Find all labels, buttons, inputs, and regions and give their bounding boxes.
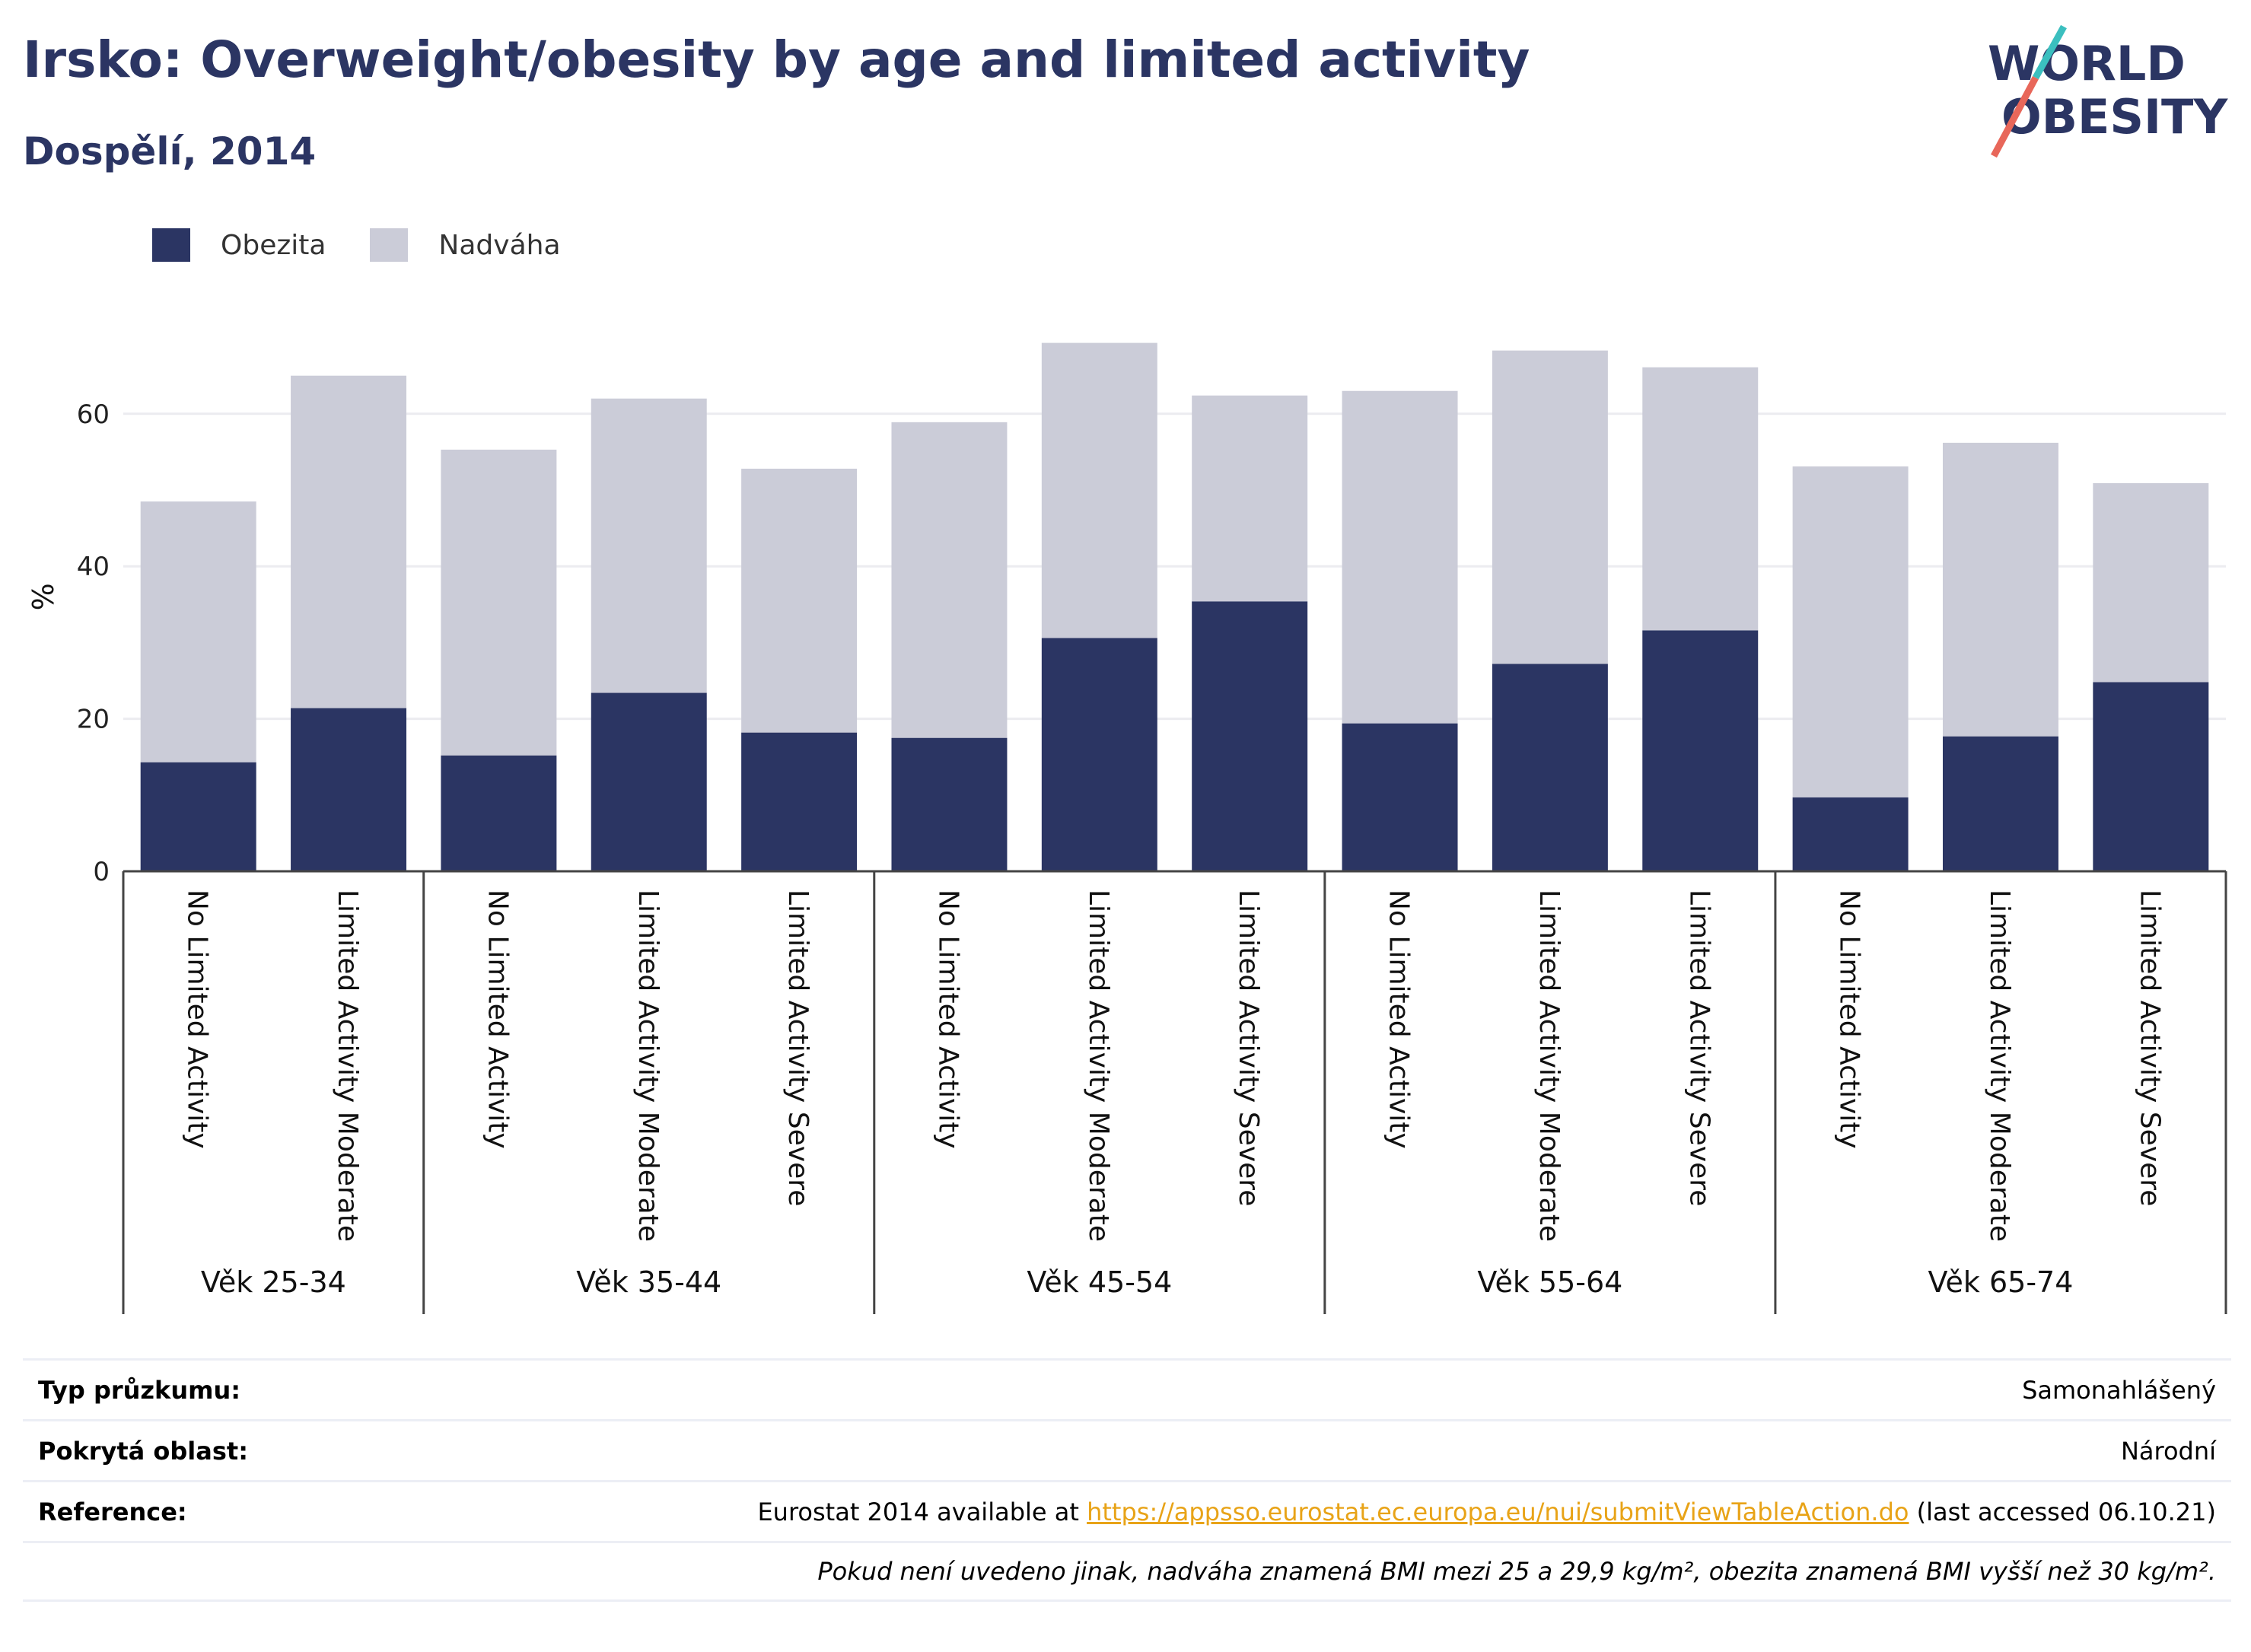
survey-type-value: Samonahlášený bbox=[2022, 1375, 2216, 1405]
bar-obezita bbox=[1192, 601, 1308, 871]
category-label: Limited Activity Severe bbox=[1683, 890, 1715, 1206]
bmi-note: Pokud není uvedeno jinak, nadváha znamen… bbox=[817, 1557, 2216, 1586]
bar-nadvaha bbox=[741, 468, 858, 733]
bar-obezita bbox=[441, 755, 557, 871]
legend: Obezita Nadváha bbox=[152, 228, 605, 262]
bar-nadvaha bbox=[2093, 482, 2209, 683]
y-tick-label: 60 bbox=[77, 399, 110, 430]
y-tick-label: 20 bbox=[77, 705, 110, 735]
group-label: Věk 45-54 bbox=[1027, 1265, 1172, 1299]
group-label: Věk 65-74 bbox=[1928, 1265, 2073, 1299]
y-axis-label: % bbox=[27, 583, 60, 610]
bar-obezita bbox=[1942, 736, 2058, 871]
category-label: No Limited Activity bbox=[182, 890, 213, 1149]
bar-nadvaha bbox=[1642, 367, 1759, 631]
bar-obezita bbox=[591, 692, 707, 871]
y-tick-label: 0 bbox=[93, 857, 110, 887]
category-label: Limited Activity Moderate bbox=[1984, 890, 2015, 1242]
legend-swatch-obezita bbox=[152, 228, 190, 262]
bar-nadvaha bbox=[1192, 395, 1308, 602]
bar-nadvaha bbox=[291, 375, 407, 708]
reference-label: Reference: bbox=[38, 1497, 187, 1526]
legend-label-obezita: Obezita bbox=[221, 229, 326, 261]
category-label: Limited Activity Moderate bbox=[1083, 890, 1114, 1242]
category-label: No Limited Activity bbox=[1383, 890, 1415, 1149]
bar-nadvaha bbox=[441, 449, 557, 756]
category-label: Limited Activity Moderate bbox=[332, 890, 363, 1242]
chart-subtitle: Dospělí, 2014 bbox=[23, 129, 317, 173]
bar-obezita bbox=[891, 737, 1008, 871]
bar-obezita bbox=[741, 732, 858, 871]
category-label: Limited Activity Moderate bbox=[1533, 890, 1565, 1242]
chart-title: Irsko: Overweight/obesity by age and lim… bbox=[23, 30, 1530, 89]
bar-nadvaha bbox=[591, 398, 707, 693]
bar-obezita bbox=[140, 762, 256, 871]
category-label: Limited Activity Moderate bbox=[632, 890, 664, 1242]
category-label: Limited Activity Severe bbox=[782, 890, 813, 1206]
bar-nadvaha bbox=[891, 422, 1008, 738]
bar-obezita bbox=[1642, 630, 1759, 871]
svg-text:OBESITY: OBESITY bbox=[2001, 89, 2228, 145]
bar-obezita bbox=[1792, 797, 1909, 871]
metadata-table: Typ průzkumu: Samonahlášený Pokrytá obla… bbox=[23, 1358, 2231, 1602]
meta-row-reference: Reference: Eurostat 2014 available at ht… bbox=[23, 1480, 2231, 1541]
bar-nadvaha bbox=[1342, 390, 1458, 724]
reference-value: Eurostat 2014 available at https://appss… bbox=[757, 1498, 2216, 1526]
category-label: No Limited Activity bbox=[932, 890, 963, 1149]
bar-obezita bbox=[2093, 682, 2209, 871]
bar-nadvaha bbox=[1492, 350, 1608, 664]
category-label: Limited Activity Severe bbox=[1233, 890, 1264, 1206]
y-tick-label: 40 bbox=[77, 552, 110, 582]
reference-suffix: (last accessed 06.10.21) bbox=[1909, 1497, 2216, 1526]
group-label: Věk 35-44 bbox=[576, 1265, 721, 1299]
coverage-value: Národní bbox=[2120, 1436, 2216, 1466]
bar-nadvaha bbox=[1041, 342, 1157, 638]
world-obesity-logo: WORLD OBESITY bbox=[1988, 24, 2228, 158]
bar-obezita bbox=[1041, 638, 1157, 871]
bar-obezita bbox=[291, 708, 407, 871]
category-label: Limited Activity Severe bbox=[2134, 890, 2165, 1206]
legend-label-nadvaha: Nadváha bbox=[438, 229, 561, 261]
svg-text:WORLD: WORLD bbox=[1988, 36, 2186, 91]
reference-prefix: Eurostat 2014 available at bbox=[757, 1497, 1087, 1526]
bar-nadvaha bbox=[1942, 442, 2058, 737]
reference-link[interactable]: https://appsso.eurostat.ec.europa.eu/nui… bbox=[1087, 1497, 1909, 1526]
meta-row-note: Pokud není uvedeno jinak, nadváha znamen… bbox=[23, 1541, 2231, 1602]
coverage-label: Pokrytá oblast: bbox=[38, 1436, 248, 1466]
stacked-bar-chart: 0 20 40 60% No Limited Activity Limited Activ… bbox=[27, 342, 2227, 1314]
legend-swatch-nadvaha bbox=[370, 228, 409, 262]
survey-type-label: Typ průzkumu: bbox=[38, 1375, 241, 1405]
group-label: Věk 55-64 bbox=[1477, 1265, 1622, 1299]
category-label: No Limited Activity bbox=[1834, 890, 1865, 1149]
meta-row-coverage: Pokrytá oblast: Národní bbox=[23, 1419, 2231, 1480]
bar-nadvaha bbox=[140, 501, 256, 762]
group-label: Věk 25-34 bbox=[201, 1265, 346, 1299]
bar-nadvaha bbox=[1792, 466, 1909, 797]
bar-obezita bbox=[1342, 723, 1458, 871]
meta-row-survey-type: Typ průzkumu: Samonahlášený bbox=[23, 1358, 2231, 1419]
category-label: No Limited Activity bbox=[482, 890, 513, 1149]
bar-obezita bbox=[1492, 664, 1608, 871]
